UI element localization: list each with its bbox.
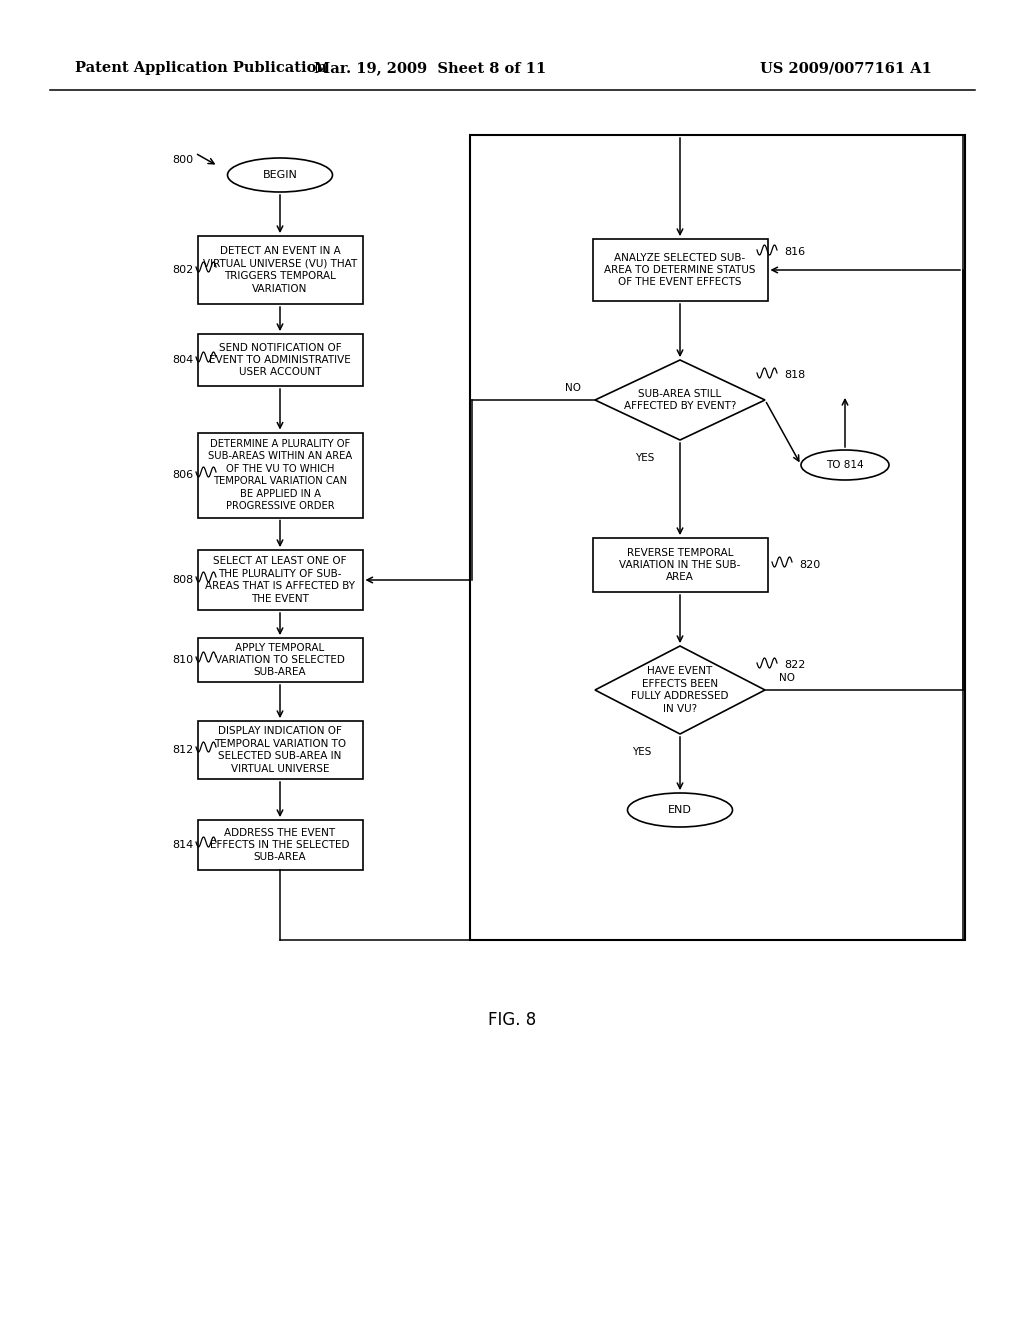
Bar	[198, 638, 362, 682]
Text: Mar. 19, 2009  Sheet 8 of 11: Mar. 19, 2009 Sheet 8 of 11	[314, 61, 546, 75]
Text: ADDRESS THE EVENT
EFFECTS IN THE SELECTED
SUB-AREA: ADDRESS THE EVENT EFFECTS IN THE SELECTE…	[210, 828, 350, 862]
Text: 808: 808	[172, 576, 194, 585]
Ellipse shape	[628, 793, 732, 828]
Text: 822: 822	[784, 660, 806, 671]
Text: ANALYZE SELECTED SUB-
AREA TO DETERMINE STATUS
OF THE EVENT EFFECTS: ANALYZE SELECTED SUB- AREA TO DETERMINE …	[604, 252, 756, 288]
Text: 810: 810	[172, 655, 194, 665]
Text: NO: NO	[565, 383, 581, 393]
Text: YES: YES	[632, 747, 651, 756]
Text: Patent Application Publication: Patent Application Publication	[75, 61, 327, 75]
Text: 814: 814	[172, 840, 194, 850]
Ellipse shape	[801, 450, 889, 480]
Bar	[198, 334, 362, 385]
Text: 820: 820	[800, 560, 820, 570]
Bar	[593, 239, 768, 301]
Ellipse shape	[227, 158, 333, 191]
Text: 800: 800	[172, 154, 194, 165]
Text: HAVE EVENT
EFFECTS BEEN
FULLY ADDRESSED
IN VU?: HAVE EVENT EFFECTS BEEN FULLY ADDRESSED …	[631, 667, 729, 714]
Polygon shape	[595, 360, 765, 440]
Text: 802: 802	[172, 265, 194, 275]
Bar	[470, 135, 965, 940]
Bar	[198, 721, 362, 779]
Text: BEGIN: BEGIN	[262, 170, 297, 180]
Text: END: END	[668, 805, 692, 814]
Text: YES: YES	[635, 453, 654, 463]
Text: 812: 812	[172, 744, 194, 755]
Bar	[198, 236, 362, 304]
Text: US 2009/0077161 A1: US 2009/0077161 A1	[760, 61, 932, 75]
Text: SELECT AT LEAST ONE OF
THE PLURALITY OF SUB-
AREAS THAT IS AFFECTED BY
THE EVENT: SELECT AT LEAST ONE OF THE PLURALITY OF …	[205, 557, 355, 603]
Text: NO: NO	[779, 673, 795, 682]
Bar	[198, 550, 362, 610]
Text: SEND NOTIFICATION OF
EVENT TO ADMINISTRATIVE
USER ACCOUNT: SEND NOTIFICATION OF EVENT TO ADMINISTRA…	[209, 343, 351, 378]
Text: 818: 818	[784, 370, 806, 380]
Text: FIG. 8: FIG. 8	[487, 1011, 537, 1030]
Polygon shape	[595, 645, 765, 734]
Text: TO 814: TO 814	[826, 459, 864, 470]
Text: SUB-AREA STILL
AFFECTED BY EVENT?: SUB-AREA STILL AFFECTED BY EVENT?	[624, 389, 736, 412]
Text: 806: 806	[172, 470, 194, 480]
Text: APPLY TEMPORAL
VARIATION TO SELECTED
SUB-AREA: APPLY TEMPORAL VARIATION TO SELECTED SUB…	[215, 643, 345, 677]
Text: DETECT AN EVENT IN A
VIRTUAL UNIVERSE (VU) THAT
TRIGGERS TEMPORAL
VARIATION: DETECT AN EVENT IN A VIRTUAL UNIVERSE (V…	[203, 247, 357, 293]
Text: REVERSE TEMPORAL
VARIATION IN THE SUB-
AREA: REVERSE TEMPORAL VARIATION IN THE SUB- A…	[620, 548, 740, 582]
Bar	[593, 539, 768, 591]
Text: 816: 816	[784, 247, 806, 257]
Bar	[198, 433, 362, 517]
Bar	[198, 820, 362, 870]
Text: DETERMINE A PLURALITY OF
SUB-AREAS WITHIN AN AREA
OF THE VU TO WHICH
TEMPORAL VA: DETERMINE A PLURALITY OF SUB-AREAS WITHI…	[208, 440, 352, 511]
Text: DISPLAY INDICATION OF
TEMPORAL VARIATION TO
SELECTED SUB-AREA IN
VIRTUAL UNIVERS: DISPLAY INDICATION OF TEMPORAL VARIATION…	[214, 726, 346, 774]
Text: 804: 804	[172, 355, 194, 366]
